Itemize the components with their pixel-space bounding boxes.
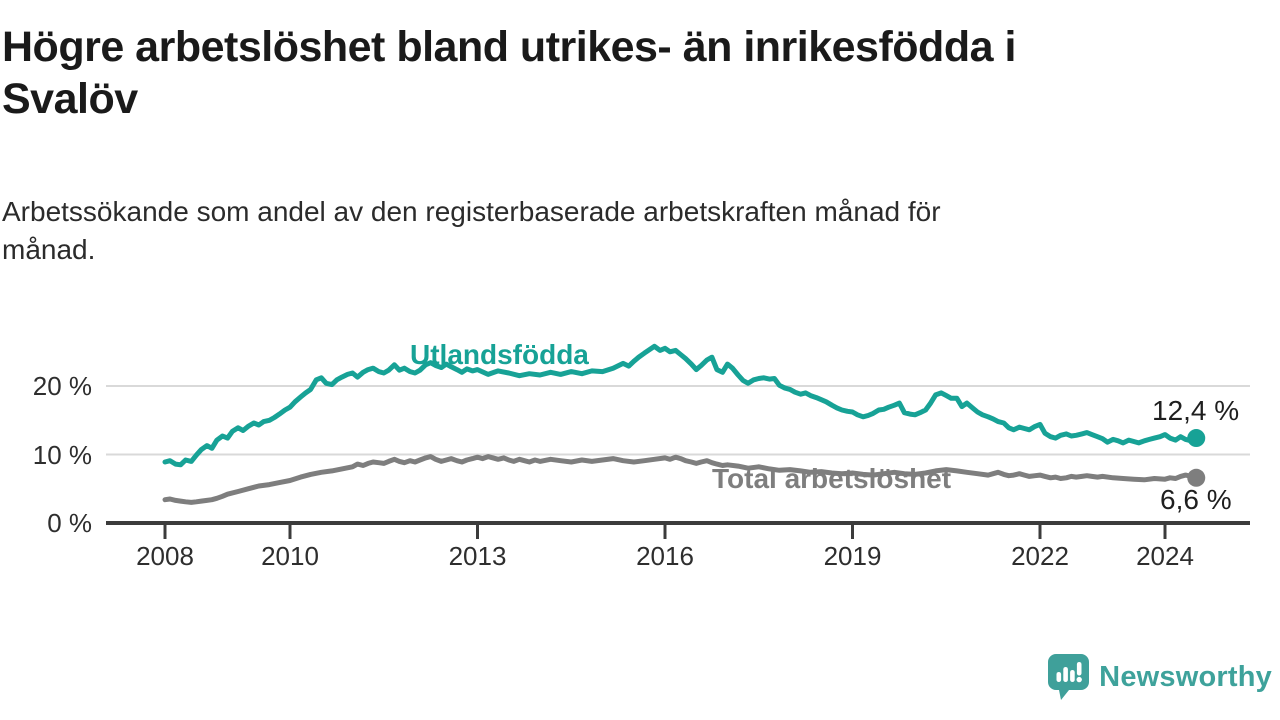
end-dot-utlandsfodda	[1187, 429, 1206, 448]
end-value-label-total: 6,6 %	[1160, 484, 1232, 515]
series-line-total	[162, 454, 1199, 505]
x-axis-tick-label: 2024	[1136, 541, 1194, 571]
page-subtitle: Arbetssökande som andel av den registerb…	[2, 196, 941, 266]
x-axis-tick-label: 2013	[448, 541, 507, 571]
newsworthy-logo[interactable]: Newsworthy	[1048, 652, 1272, 702]
series-label-total-arbetsloshet: Total arbetslöshet	[712, 463, 952, 494]
series-label-utlandsfodda: Utlandsfödda	[410, 339, 589, 370]
end-value-label-utlandsfodda: 12,4 %	[1152, 395, 1240, 426]
end-dot-total	[1187, 468, 1206, 487]
x-axis-tick-label: 2016	[636, 541, 694, 571]
y-axis-tick-label: 0 %	[47, 508, 92, 538]
x-axis-tick-label: 2008	[136, 541, 194, 571]
y-axis-tick-label: 10 %	[32, 439, 92, 470]
series-line-utlandsfodda	[162, 343, 1199, 468]
newsworthy-brand-text: Newsworthy	[1099, 661, 1272, 693]
x-axis-tick-label: 2019	[823, 541, 882, 571]
x-axis-tick-label: 2010	[261, 541, 319, 571]
newsworthy-bubble-icon	[1048, 654, 1090, 700]
y-axis-tick-label: 20 %	[32, 371, 92, 401]
page-title: Högre arbetslöshet bland utrikes- än inr…	[2, 23, 1016, 123]
x-axis-tick-label: 2022	[1011, 541, 1069, 571]
